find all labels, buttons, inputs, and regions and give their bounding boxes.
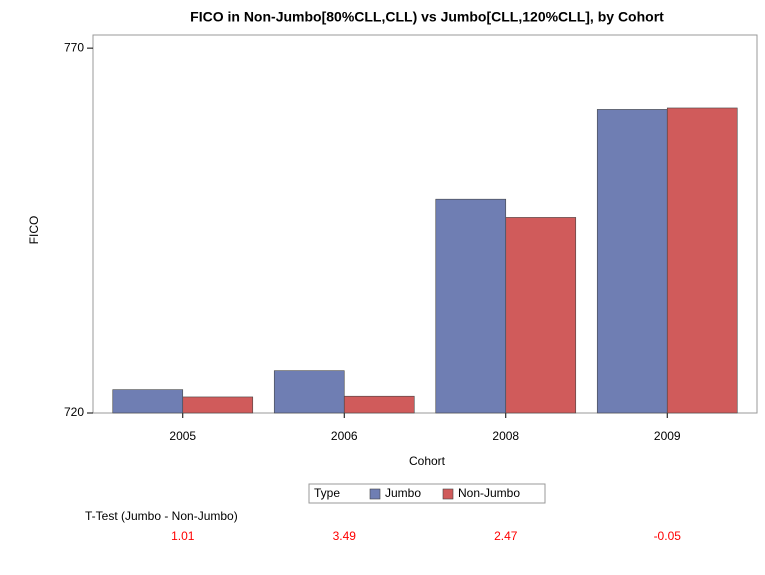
bar: [435, 198, 507, 414]
ttest-value: -0.05: [654, 529, 682, 543]
bar: [273, 370, 345, 414]
bar: [666, 107, 738, 414]
legend-label: Non-Jumbo: [458, 486, 520, 500]
ttest-value: 2.47: [494, 529, 518, 543]
bar: [112, 389, 184, 414]
bar: [343, 395, 415, 414]
y-tick-label: 720: [64, 405, 84, 419]
ttest-label: T-Test (Jumbo - Non-Jumbo): [85, 509, 238, 523]
x-axis-label: Cohort: [409, 454, 446, 468]
legend-swatch: [442, 488, 454, 500]
plot-frame: [92, 34, 758, 414]
y-axis-label: FICO: [27, 216, 41, 245]
ttest-value: 1.01: [171, 529, 195, 543]
x-tick-label: 2008: [492, 429, 519, 443]
bar: [505, 217, 577, 414]
chart-title: FICO in Non-Jumbo[80%CLL,CLL) vs Jumbo[C…: [190, 9, 664, 25]
legend-label: Jumbo: [385, 486, 421, 500]
x-tick-label: 2006: [331, 429, 358, 443]
legend-box: [308, 483, 546, 504]
x-tick-label: 2005: [169, 429, 196, 443]
y-tick-label: 770: [64, 40, 84, 54]
ttest-value: 3.49: [333, 529, 357, 543]
bar: [596, 109, 668, 414]
legend-title: Type: [314, 486, 340, 500]
x-tick-label: 2009: [654, 429, 681, 443]
legend-swatch: [369, 488, 381, 500]
bar: [182, 396, 254, 414]
